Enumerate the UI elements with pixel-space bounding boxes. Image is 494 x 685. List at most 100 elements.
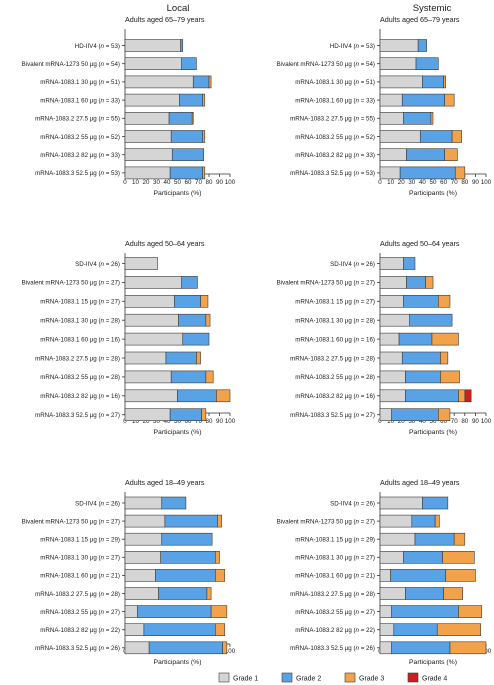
x-tick-label: 40 <box>164 179 171 186</box>
bar-segment-grade-2 <box>398 332 433 346</box>
bar-segment-grade-2 <box>390 569 447 582</box>
bar-segment-grade-1 <box>379 148 407 161</box>
category-label: Bivalent mRNA-1273 50 µg (n = 27) <box>277 280 375 287</box>
bar-segment-grade-2 <box>406 148 445 161</box>
bar-segment-grade-1 <box>379 75 423 89</box>
bar-segment-grade-1 <box>124 166 171 180</box>
x-tick-label: 40 <box>419 418 426 425</box>
category-label: mRNA-1083.3 52.5 µg (n = 26) <box>35 645 120 652</box>
category-label: mRNA-1083.1 15 µg (n = 27) <box>295 299 375 306</box>
bar-segment-grade-1 <box>379 408 392 422</box>
x-axis-label: Participants (%) <box>154 659 202 666</box>
x-tick-label: 50 <box>174 179 181 186</box>
legend-swatch-grade-1 <box>218 672 230 683</box>
bar-segment-grade-1 <box>124 57 183 71</box>
bar-segment-grade-3 <box>200 294 209 308</box>
column-title-systemic: Systemic <box>413 3 452 14</box>
bar-segment-grade-2 <box>405 389 459 403</box>
bar-segment-grade-2 <box>422 496 449 510</box>
bar-segment-grade-1 <box>124 623 145 637</box>
bar-segment-grade-3 <box>201 408 207 422</box>
bar-segment-grade-3 <box>454 166 466 180</box>
category-label: Bivalent mRNA-1273 50 µg (n = 27) <box>22 280 120 287</box>
category-label: mRNA-1083.3 52.5 µg (n = 26) <box>290 645 375 652</box>
x-tick-label: 90 <box>216 418 223 425</box>
bar-segment-grade-2 <box>178 313 207 327</box>
bar-segment-grade-3 <box>443 75 447 89</box>
bar-segment-grade-1 <box>379 332 400 346</box>
x-tick-label: 60 <box>440 418 447 425</box>
bar-segment-grade-2 <box>401 351 441 365</box>
bar-segment-grade-2 <box>409 313 453 327</box>
bar-segment-grade-1 <box>379 569 391 582</box>
category-label: Bivalent mRNA-1273 50 µg (n = 27) <box>22 518 120 525</box>
bar-segment-grade-2 <box>148 641 223 655</box>
bar-segment-grade-1 <box>124 130 172 143</box>
bar-segment-grade-2 <box>160 550 216 564</box>
bar-segment-grade-2 <box>403 257 416 270</box>
bar-segment-grade-2 <box>405 587 444 600</box>
bar-segment-grade-1 <box>379 532 416 546</box>
bar-segment-grade-3 <box>217 514 222 528</box>
category-label: Bivalent mRNA-1273 50 µg (n = 27) <box>277 518 375 525</box>
category-label: mRNA-1083.2 55 µg (n = 28) <box>40 374 120 381</box>
bar-segment-grade-1 <box>379 130 421 143</box>
x-tick-label: 90 <box>472 418 479 425</box>
category-label: mRNA-1083.1 15 µg (n = 29) <box>295 537 375 544</box>
category-label: SD-IIV4 (n = 26) <box>75 500 120 507</box>
bar-segment-grade-1 <box>379 257 404 270</box>
bar-segment-grade-1 <box>379 39 419 52</box>
x-tick-label: 20 <box>143 418 150 425</box>
bar-segment-grade-3 <box>449 641 487 655</box>
category-label: mRNA-1083.2 82 µg (n = 16) <box>295 393 375 400</box>
bar-segment-grade-1 <box>379 276 407 289</box>
bar-segment-grade-1 <box>124 257 158 270</box>
bar-segment-grade-2 <box>161 532 213 546</box>
panel-systemic-1: Adults aged 50–64 years 0 10 20 30 40 50 60 70 80… <box>277 239 492 436</box>
bar-segment-grade-1 <box>379 605 392 618</box>
legend: Grade 1 Grade 2 Grade 3 Grade 4 <box>218 672 447 683</box>
legend-swatch-grade-2 <box>281 672 293 683</box>
x-tick-label: 30 <box>153 418 160 425</box>
bar-segment-grade-1 <box>124 605 138 618</box>
category-label: mRNA-1083.1 60 µg (n = 16) <box>40 336 120 343</box>
x-tick-label: 70 <box>195 179 202 186</box>
category-label: mRNA-1083.2 55 µg (n = 28) <box>295 374 375 381</box>
bar-segment-grade-1 <box>124 408 171 422</box>
panel-local-2: Adults aged 18–49 years01020304050607080… <box>22 478 236 666</box>
bar-segment-grade-2 <box>137 605 212 618</box>
category-label: mRNA-1083.1 60 µg (n = 33) <box>295 97 375 104</box>
bar-segment-grade-2 <box>403 112 432 125</box>
x-tick-label: 50 <box>174 418 181 425</box>
bar-segment-grade-2 <box>143 623 216 637</box>
bar-segment-grade-1 <box>379 294 404 308</box>
bar-segment-grade-3 <box>202 93 206 107</box>
bar-segment-grade-1 <box>124 587 159 600</box>
bar-segment-grade-3 <box>445 569 476 582</box>
bar-segment-grade-1 <box>124 75 194 89</box>
bar-segment-grade-1 <box>124 351 167 365</box>
category-label: mRNA-1083.2 27.5 µg (n = 28) <box>35 591 120 598</box>
x-tick-label: 100 <box>225 418 236 425</box>
category-label: mRNA-1083.2 55 µg (n = 52) <box>295 134 375 141</box>
x-tick-label: 80 <box>206 418 213 425</box>
x-tick-label: 20 <box>143 179 150 186</box>
bar-segment-grade-3 <box>210 605 228 618</box>
x-tick-label: 20 <box>398 418 405 425</box>
x-tick-label: 70 <box>195 418 202 425</box>
bar-segment-grade-1 <box>379 166 401 180</box>
category-label: mRNA-1083.2 82 µg (n = 33) <box>40 152 120 159</box>
bar-segment-grade-2 <box>182 332 210 346</box>
bar-segment-grade-2 <box>391 605 459 618</box>
bar-segment-grade-3 <box>430 112 434 125</box>
category-label: mRNA-1083.1 30 µg (n = 28) <box>295 318 375 325</box>
category-label: mRNA-1083.2 55 µg (n = 27) <box>295 609 375 616</box>
category-label: mRNA-1083.3 52.5 µg (n = 53) <box>35 170 120 177</box>
x-tick-label: 10 <box>387 179 394 186</box>
category-label: HD-IIV4 (n = 53) <box>330 43 375 50</box>
bar-segment-grade-1 <box>379 623 395 637</box>
category-label: mRNA-1083.3 52.5 µg (n = 27) <box>35 412 120 419</box>
legend-label-grade-1: Grade 1 <box>233 676 258 683</box>
legend-label-grade-2: Grade 2 <box>296 676 321 683</box>
bar-segment-grade-3 <box>205 370 214 384</box>
